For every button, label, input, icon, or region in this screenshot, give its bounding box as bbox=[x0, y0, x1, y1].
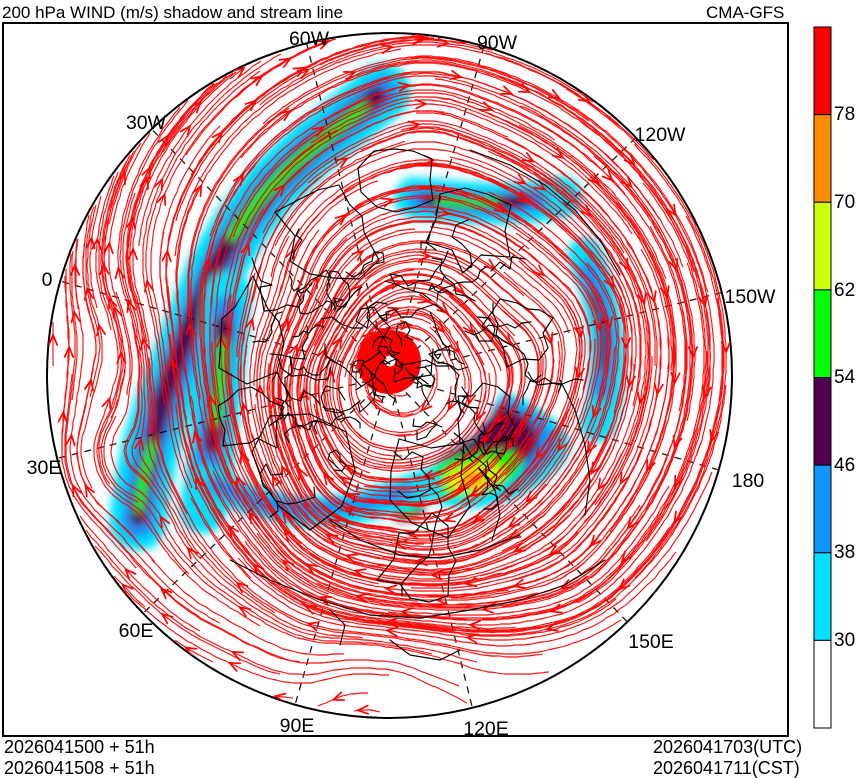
svg-text:54: 54 bbox=[834, 367, 856, 388]
svg-text:38: 38 bbox=[834, 542, 855, 563]
svg-text:46: 46 bbox=[834, 455, 855, 476]
svg-text:70: 70 bbox=[834, 192, 855, 213]
svg-text:30: 30 bbox=[834, 630, 855, 651]
svg-text:62: 62 bbox=[834, 280, 855, 301]
svg-text:78: 78 bbox=[834, 104, 855, 125]
